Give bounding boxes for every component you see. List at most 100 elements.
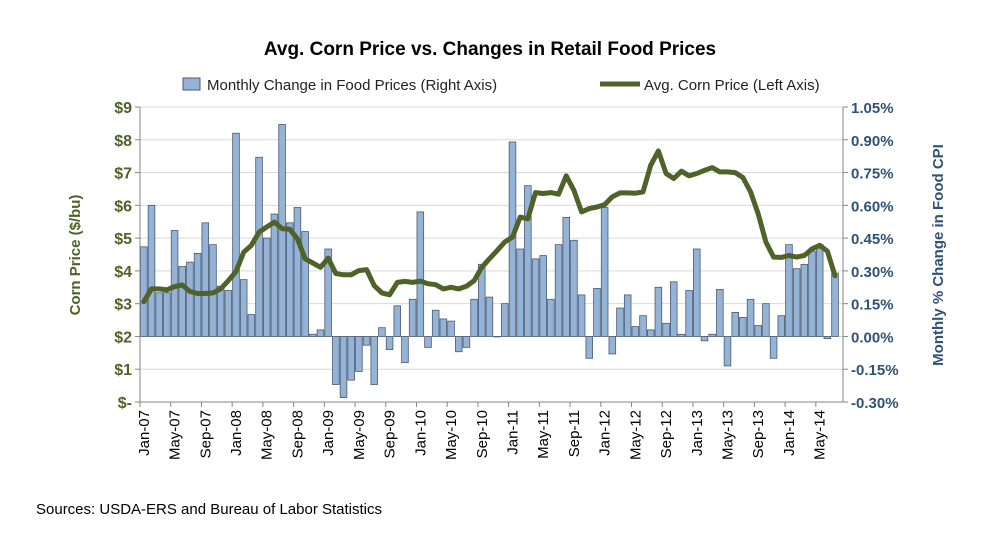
bar <box>777 315 786 337</box>
legend-bar-swatch <box>182 77 201 91</box>
bar <box>685 290 693 337</box>
bar <box>762 303 770 337</box>
bar <box>677 333 686 337</box>
legend: Monthly Change in Food Prices (Right Axi… <box>182 77 820 94</box>
bar <box>347 336 355 381</box>
x-axis-ticks: Jan-07 May-07 Sep-07 Jan-08 May-08 Sep-08 Jan-… <box>136 402 829 460</box>
left-axis-ticks: $- $1 $2 $3 $4 $5 $6 $7 $8 $9 <box>114 100 140 412</box>
right-axis-title: Monthly % Change in Food CPI <box>930 144 947 366</box>
left-tick-label: $3 <box>114 297 132 314</box>
bar <box>485 296 494 337</box>
bar <box>708 333 716 337</box>
bar <box>516 248 524 337</box>
bar <box>462 336 471 348</box>
x-tick-label: Sep-07 <box>197 410 214 458</box>
right-tick-label: 0.75% <box>851 166 894 183</box>
bar <box>439 318 448 337</box>
x-tick-label: Jan-08 <box>228 410 245 456</box>
right-tick-label: 0.30% <box>851 264 894 281</box>
left-tick-label: $4 <box>114 264 132 281</box>
right-tick-label: 0.60% <box>851 198 894 215</box>
bar <box>531 258 540 337</box>
bar <box>385 336 394 350</box>
bar <box>270 213 279 337</box>
bar <box>731 312 739 337</box>
right-tick-label: 0.90% <box>851 133 894 150</box>
bar <box>324 248 332 337</box>
bar <box>547 298 555 337</box>
x-tick-label: Jan-09 <box>320 410 337 456</box>
source-note: Sources: USDA-ERS and Bureau of Labor St… <box>36 501 382 518</box>
x-tick-label: Jan-14 <box>781 410 798 456</box>
x-tick-label: May-12 <box>627 410 644 460</box>
bar <box>631 326 640 337</box>
bar <box>355 336 363 372</box>
bar <box>639 315 647 337</box>
left-tick-label: $7 <box>114 166 132 183</box>
bar <box>454 336 463 353</box>
bar <box>593 287 601 337</box>
bar <box>754 325 762 337</box>
x-tick-label: Sep-12 <box>658 410 675 458</box>
bar <box>416 211 425 337</box>
legend-line-label: Avg. Corn Price (Left Axis) <box>644 77 820 94</box>
left-tick-label: $5 <box>114 231 132 248</box>
bar <box>401 336 409 364</box>
corn-price-line <box>141 148 838 305</box>
bar <box>232 132 240 337</box>
x-tick-label: May-10 <box>443 410 460 460</box>
bar <box>408 298 417 337</box>
bar <box>216 285 225 337</box>
bar <box>155 292 163 337</box>
x-tick-label: Sep-10 <box>474 410 491 458</box>
bar <box>186 261 194 337</box>
bar <box>247 314 256 337</box>
right-tick-label: 0.00% <box>851 329 894 346</box>
bar <box>823 336 832 340</box>
bar <box>378 327 386 337</box>
bar <box>262 237 271 337</box>
bar <box>224 290 233 337</box>
bar <box>585 336 594 359</box>
bar <box>800 263 809 337</box>
bar <box>654 286 663 337</box>
x-tick-label: Sep-11 <box>566 410 583 457</box>
bar <box>716 289 724 337</box>
x-tick-label: Jan-07 <box>136 410 153 456</box>
bar <box>831 272 839 337</box>
bar <box>140 246 148 337</box>
x-tick-label: Sep-13 <box>750 410 767 458</box>
x-tick-label: Sep-09 <box>382 410 399 458</box>
left-tick-label: $6 <box>114 198 132 215</box>
bar <box>470 298 478 337</box>
bar <box>746 298 755 337</box>
right-tick-label: -0.30% <box>851 395 899 412</box>
bar <box>332 336 340 385</box>
bar <box>539 255 547 337</box>
bar <box>662 322 670 337</box>
right-tick-label: 0.45% <box>851 231 894 248</box>
left-tick-label: $1 <box>114 362 132 379</box>
bar <box>316 329 325 337</box>
bar <box>370 336 378 385</box>
bar <box>623 294 632 337</box>
bar <box>815 244 824 337</box>
axes <box>139 107 844 403</box>
bar <box>393 305 402 337</box>
bar <box>524 185 532 337</box>
bar <box>170 230 179 337</box>
x-tick-label: Jan-12 <box>597 410 614 456</box>
bar <box>554 244 563 337</box>
bar <box>147 204 156 337</box>
bar <box>447 320 455 337</box>
bar <box>600 207 609 337</box>
right-tick-label: 1.05% <box>851 100 894 117</box>
bar <box>570 239 578 337</box>
x-tick-label: May-07 <box>167 410 184 460</box>
chart-title: Avg. Corn Price vs. Changes in Retail Fo… <box>264 39 716 60</box>
bar <box>693 248 701 337</box>
bar <box>785 244 793 337</box>
bar <box>723 336 732 367</box>
left-tick-label: $2 <box>114 329 132 346</box>
